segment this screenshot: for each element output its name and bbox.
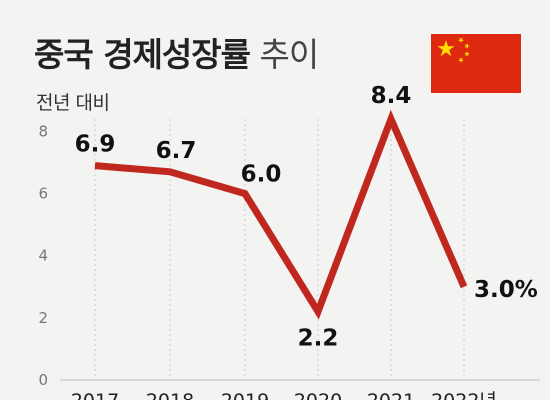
- chart-title: 중국 경제성장률 추이: [34, 28, 320, 76]
- x-tick-label: 2019: [221, 390, 269, 400]
- flag-small-star: [464, 43, 470, 49]
- flag-small-star: [464, 51, 470, 57]
- flag-small-star: [458, 37, 464, 43]
- data-label-2020: 2.2: [298, 326, 339, 352]
- flag-large-star: [437, 40, 455, 57]
- data-label-2017: 6.9: [75, 132, 116, 158]
- data-label-2019: 6.0: [241, 162, 282, 188]
- x-tick-label: 2017: [71, 390, 119, 400]
- y-tick-label: 8: [38, 122, 48, 140]
- title-main: 중국 경제성장률: [34, 35, 251, 74]
- data-label-2021: 8.4: [371, 83, 412, 109]
- y-tick-label: 6: [38, 185, 48, 203]
- data-label-2022년: 3.0%: [474, 277, 538, 303]
- flag-small-star: [458, 57, 464, 63]
- x-tick-label: 2021: [367, 390, 415, 400]
- title-suffix: 추이: [259, 35, 320, 74]
- x-tick-label: 2022년: [431, 390, 497, 400]
- china-flag-icon: [431, 34, 521, 93]
- chart-subtitle: 전년 대비: [36, 92, 110, 114]
- y-tick-label: 2: [38, 309, 48, 327]
- y-tick-label: 4: [38, 247, 48, 265]
- y-tick-label: 0: [38, 371, 48, 389]
- x-tick-label: 2020: [294, 390, 342, 400]
- x-tick-label: 2018: [146, 390, 194, 400]
- growth-rate-line: [94, 109, 468, 320]
- data-label-2018: 6.7: [156, 138, 197, 164]
